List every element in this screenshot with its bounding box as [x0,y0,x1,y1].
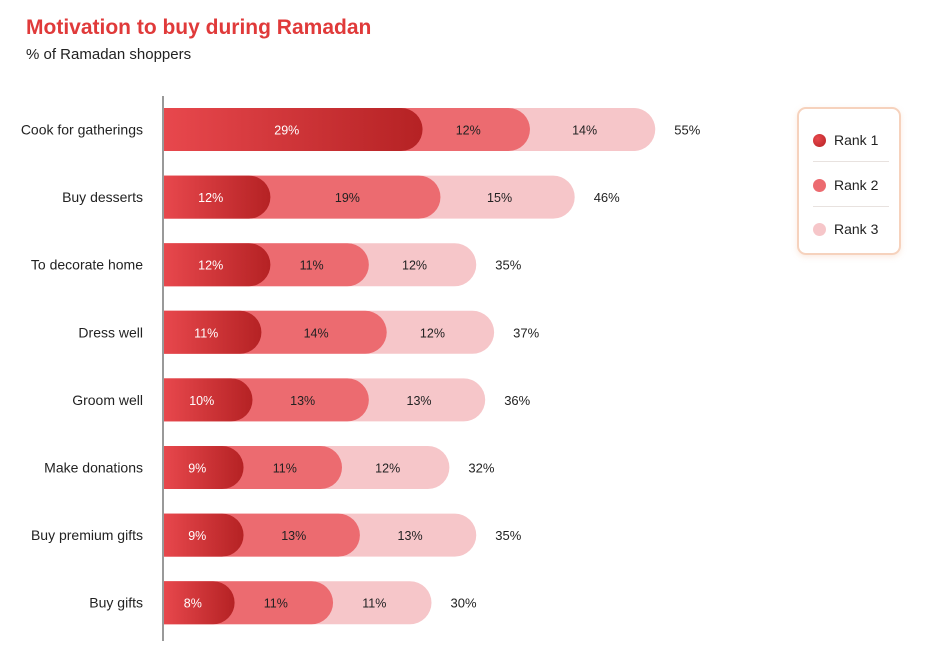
legend-swatch-rank-3 [813,222,826,236]
bar-value-label: 19% [335,191,360,205]
bar-value-label: 11% [194,326,218,340]
category-label: To decorate home [31,257,143,273]
bar-total-label: 35% [495,528,521,543]
bar-value-label: 10% [189,394,214,408]
bar-value-label: 12% [198,191,223,205]
bar-total-label: 55% [674,123,700,138]
bar-value-label: 14% [572,124,597,138]
bar-value-label: 12% [198,259,223,273]
bar-value-label: 29% [274,124,299,138]
legend-item-rank-2: Rank 2 [813,165,889,205]
legend-item-rank-3: Rank 3 [813,209,889,249]
bar-value-label: 9% [188,462,206,476]
bar-value-label: 14% [304,326,329,340]
bar-value-label: 12% [375,462,400,476]
bar-value-label: 9% [188,529,206,543]
bar-value-label: 12% [402,259,427,273]
bar-value-label: 8% [184,597,202,611]
bar-total-label: 36% [504,393,530,408]
bar-value-label: 13% [290,394,315,408]
legend-divider [813,161,889,162]
legend-label-rank-2: Rank 2 [834,177,879,193]
legend-swatch-rank-1 [813,133,826,147]
chart-title: Motivation to buy during Ramadan [26,16,372,39]
category-label: Buy desserts [62,189,143,205]
bar-total-label: 35% [495,258,521,273]
bar-segment-rank-1 [163,108,423,151]
category-label: Buy gifts [89,595,143,611]
bar-total-label: 32% [468,461,494,476]
category-label: Make donations [44,460,143,476]
legend-divider [813,206,889,207]
bar-segment-rank-1 [163,513,244,557]
bar-total-label: 46% [594,190,620,205]
bar-segment-rank-1 [163,243,271,287]
bar-total-label: 30% [451,596,477,611]
category-label: Cook for gatherings [21,122,143,138]
legend: Rank 1 Rank 2 Rank 3 [797,107,901,255]
chart-subtitle: % of Ramadan shoppers [26,46,192,63]
bar-value-label: 13% [398,529,423,543]
bar-segment-rank-1 [163,581,235,625]
category-label: Buy premium gifts [31,527,143,543]
bars-group: Cook for gatherings 29% 12% 14% 55% Buy desse… [21,108,701,625]
bar-segment-rank-1 [163,378,253,422]
bar-segment-rank-1 [163,446,244,489]
bar-value-label: 13% [407,394,432,408]
bar-value-label: 12% [420,326,445,340]
bar-value-label: 11% [273,462,297,476]
bar-value-label: 11% [264,597,288,611]
bar-value-label: 12% [456,124,481,138]
bar-segment-rank-1 [163,310,262,354]
bar-value-label: 15% [487,191,512,205]
bar-value-label: 11% [300,259,324,273]
bar-segment-rank-1 [163,175,271,219]
legend-item-rank-1: Rank 1 [813,120,889,160]
category-label: Groom well [72,392,143,408]
bar-value-label: 11% [362,597,386,611]
category-label: Dress well [78,324,143,340]
bar-total-label: 37% [513,325,539,340]
legend-label-rank-1: Rank 1 [834,132,879,148]
legend-swatch-rank-2 [813,178,826,192]
legend-label-rank-3: Rank 3 [834,221,879,237]
bar-value-label: 13% [281,529,306,543]
